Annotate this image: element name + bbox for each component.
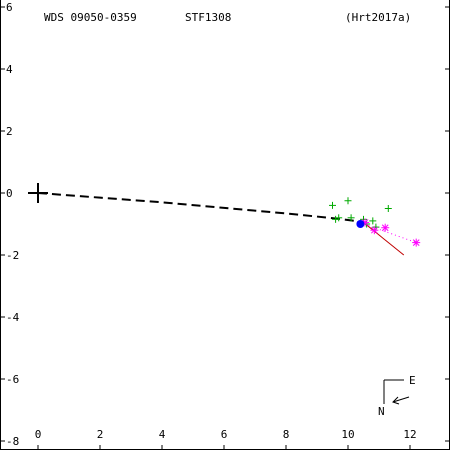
- plus-marker: [369, 217, 377, 225]
- motion-arrow-shaft: [392, 396, 410, 403]
- plus-marker: [329, 201, 336, 209]
- discoverer-label: STF1308: [185, 11, 231, 24]
- residual-lines: [357, 221, 417, 256]
- x-tick-label: 12: [403, 428, 416, 441]
- orbit-curve: [37, 192, 361, 223]
- plus-marker: [384, 205, 392, 212]
- wds-id-label: WDS 09050-0359: [44, 11, 137, 24]
- orbit-reference-label: (Hrt2017a): [345, 11, 411, 24]
- plus-marker: [347, 214, 355, 222]
- x-tick-label: 4: [159, 428, 166, 441]
- residual-line: [357, 221, 417, 244]
- asterisk-marker-d2: [381, 224, 389, 232]
- asterisk-marker-d2: [370, 226, 378, 234]
- y-tick-label: -2: [6, 249, 19, 262]
- x-tick-label: 8: [283, 428, 290, 441]
- compass-rose: E N: [378, 374, 416, 418]
- plot-header: WDS 09050-0359 STF1308 (Hrt2017a): [44, 11, 411, 24]
- current-position-dot: [356, 220, 365, 228]
- compass-east-label: E: [409, 374, 416, 387]
- x-tick-label: 0: [35, 428, 42, 441]
- y-tick-label: -8: [6, 435, 19, 448]
- orbit-path: [37, 192, 361, 223]
- x-tick-label: 6: [221, 428, 228, 441]
- asterisk-marker-d2: [412, 239, 420, 246]
- y-tick-label: 6: [6, 1, 13, 14]
- y-tick-label: 4: [6, 63, 13, 76]
- asterisk-marker: [381, 223, 390, 232]
- primary-star: [28, 183, 48, 203]
- y-tick-label: -4: [6, 311, 20, 324]
- residual-line: [363, 222, 405, 256]
- x-tick-label: 10: [341, 428, 354, 441]
- plus-marker: [344, 197, 352, 205]
- compass-north-label: N: [378, 405, 385, 418]
- x-tick-label: 2: [97, 428, 104, 441]
- observation-marks: [329, 197, 421, 247]
- asterisk-marker: [412, 238, 421, 247]
- plus-marker: [332, 215, 340, 223]
- y-tick-label: -6: [6, 373, 19, 386]
- asterisk-marker: [370, 226, 379, 235]
- motion-arrow-head: [392, 396, 400, 405]
- plus-marker: [372, 223, 380, 231]
- y-tick-label: 2: [6, 125, 13, 138]
- plus-marker: [335, 214, 343, 222]
- y-tick-label: 0: [6, 187, 13, 200]
